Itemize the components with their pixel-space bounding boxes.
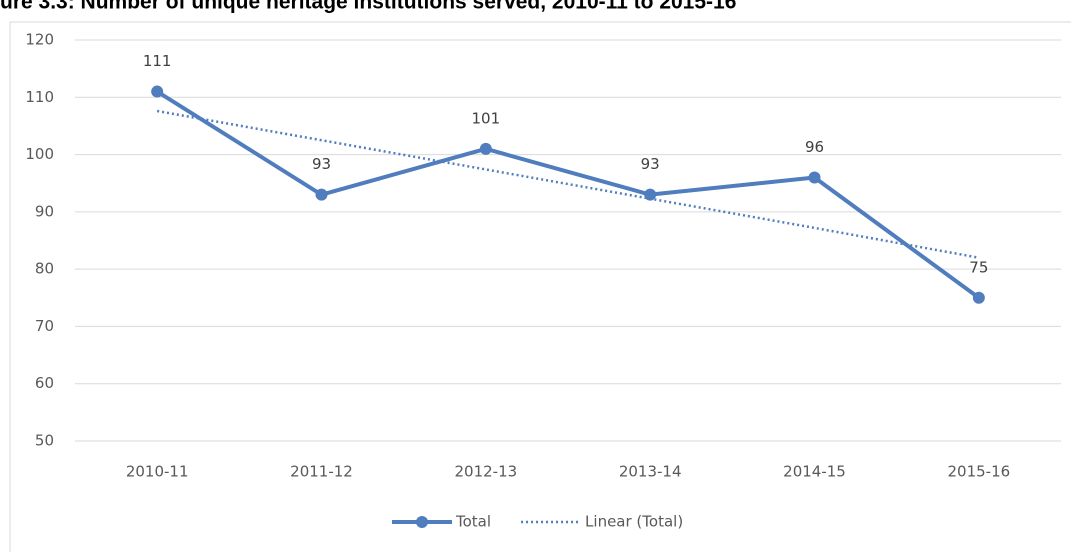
data-point <box>972 291 985 304</box>
data-point <box>151 85 164 98</box>
data-label: 96 <box>805 138 824 156</box>
chart-frame <box>9 21 1071 552</box>
series-line <box>156 89 981 300</box>
y-tick-label: 60 <box>35 374 54 392</box>
y-tick-label: 80 <box>35 260 54 278</box>
data-point <box>644 188 657 201</box>
data-label: 93 <box>312 155 331 173</box>
x-tick-label: 2011-12 <box>290 463 353 481</box>
x-tick-label: 2012-13 <box>454 463 517 481</box>
legend-label: Linear (Total) <box>585 513 683 531</box>
legend-marker <box>416 516 428 528</box>
x-tick-label: 2013-14 <box>619 463 682 481</box>
y-tick-label: 70 <box>35 317 54 335</box>
y-tick-label: 110 <box>25 88 54 106</box>
data-label: 101 <box>472 109 501 127</box>
data-label: 111 <box>143 52 172 70</box>
data-point <box>479 142 492 155</box>
legend-label: Total <box>455 513 491 531</box>
chart-title: ure 3.3: Number of unique heritage insti… <box>0 0 736 14</box>
y-tick-label: 90 <box>35 202 54 220</box>
y-tick-label: 100 <box>25 145 54 163</box>
y-tick-label: 120 <box>25 31 54 49</box>
series-line <box>156 109 980 259</box>
data-point <box>315 188 328 201</box>
x-tick-label: 2014-15 <box>783 463 846 481</box>
data-label: 75 <box>969 258 988 276</box>
data-point <box>808 171 821 184</box>
data-label: 93 <box>641 155 660 173</box>
x-tick-label: 2015-16 <box>947 463 1010 481</box>
y-tick-label: 50 <box>35 432 54 450</box>
x-tick-label: 2010-11 <box>126 463 189 481</box>
